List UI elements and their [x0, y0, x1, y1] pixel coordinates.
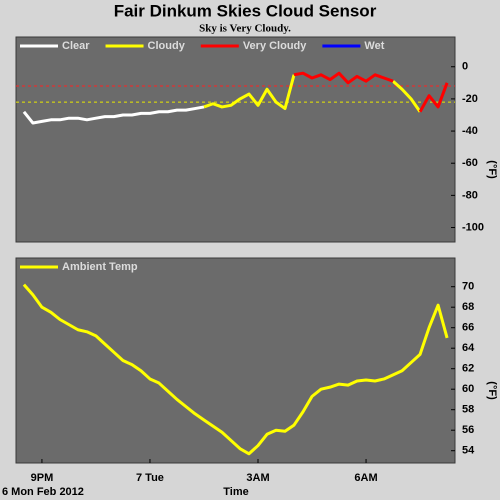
- series-line: [418, 82, 449, 113]
- series-line: [392, 80, 422, 113]
- x-tick-label: 7 Tue: [136, 472, 164, 484]
- chart-subtitle: Sky is Very Cloudy.: [199, 23, 291, 35]
- legend-label: Clear: [62, 40, 90, 52]
- y-tick-label: -100: [462, 221, 484, 233]
- plot-area: [15, 257, 456, 464]
- legend-label: Ambient Temp: [62, 261, 138, 273]
- y-tick-label: -40: [462, 125, 478, 137]
- y-tick-label: -60: [462, 157, 478, 169]
- x-tick-label: 9PM: [31, 472, 54, 484]
- y-axis-label: (°F): [486, 381, 498, 400]
- y-tick-label: 56: [462, 424, 474, 436]
- date-label: 6 Mon Feb 2012: [2, 486, 84, 498]
- series-line: [22, 105, 205, 125]
- y-tick-label: 0: [462, 61, 468, 73]
- y-tick-label: -20: [462, 93, 478, 105]
- y-axis-label: (°F): [486, 160, 498, 179]
- y-tick-label: 64: [462, 342, 475, 354]
- legend-label: Very Cloudy: [243, 40, 307, 52]
- legend-label: Cloudy: [148, 40, 186, 52]
- y-tick-label: 54: [462, 445, 475, 457]
- series-line: [203, 74, 296, 111]
- chart-title: Fair Dinkum Skies Cloud Sensor: [114, 1, 377, 20]
- x-tick-label: 6AM: [354, 472, 377, 484]
- x-tick-label: 3AM: [246, 472, 269, 484]
- series-line: [22, 283, 449, 456]
- y-tick-label: 62: [462, 363, 474, 375]
- y-tick-label: -80: [462, 189, 478, 201]
- x-axis-label: Time: [223, 486, 248, 498]
- plot-area: [15, 36, 456, 243]
- y-tick-label: 68: [462, 301, 474, 313]
- series-line: [293, 71, 394, 85]
- y-tick-label: 60: [462, 383, 474, 395]
- y-tick-label: 66: [462, 322, 474, 334]
- legend-label: Wet: [364, 40, 384, 52]
- y-tick-label: 70: [462, 281, 474, 293]
- y-tick-label: 58: [462, 404, 474, 416]
